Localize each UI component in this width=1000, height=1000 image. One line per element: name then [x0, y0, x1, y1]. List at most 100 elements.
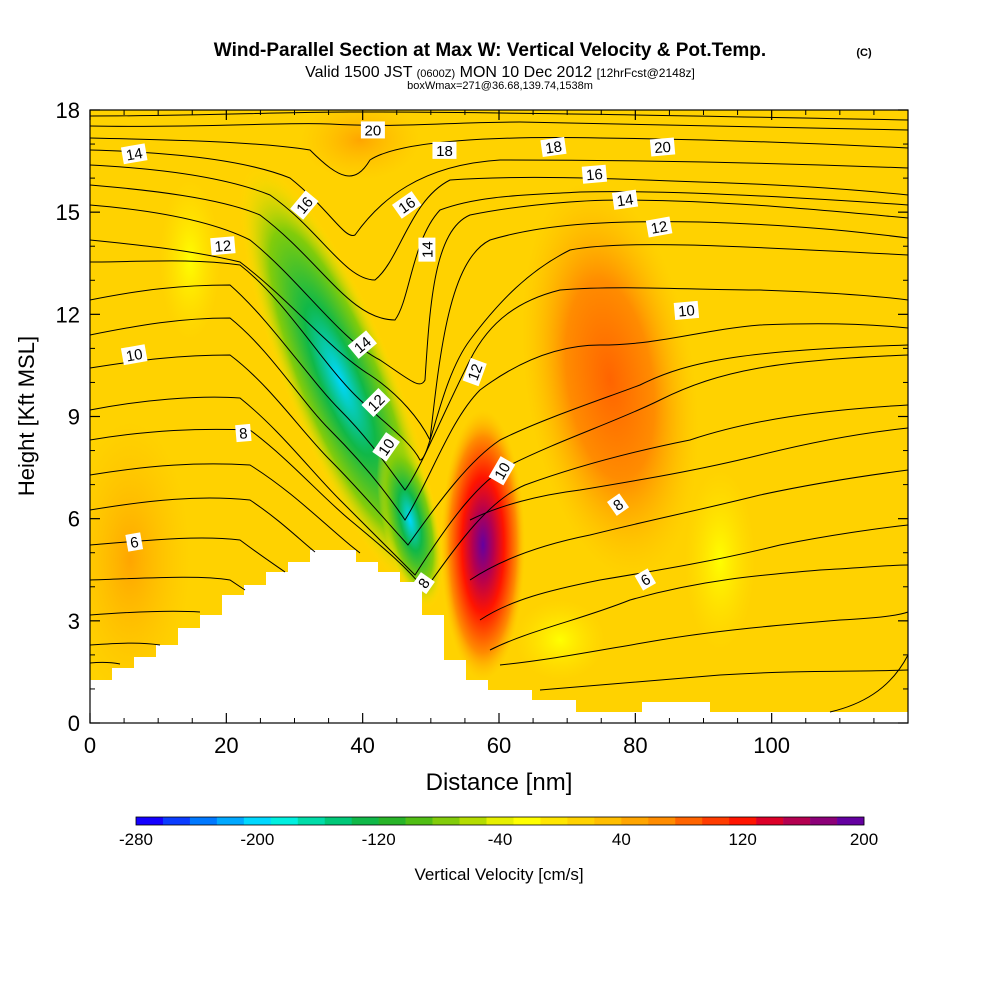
contour-label: 14 [418, 237, 436, 262]
contour-label-box [412, 572, 435, 595]
contour-label: 18 [432, 141, 457, 160]
contour-label-text: 20 [365, 122, 382, 139]
colorbar-frame [135, 816, 865, 826]
contour-label: 20 [360, 121, 385, 139]
colorbar-tick-label: 200 [850, 830, 878, 849]
contour-label: 18 [540, 136, 567, 158]
x-axis: 0 20 40 60 80 100 [84, 110, 875, 758]
contour-label-box [645, 216, 673, 238]
contour-label-text: 14 [125, 145, 144, 165]
contour-label-box [462, 357, 487, 387]
contour-label-text: 8 [239, 425, 249, 443]
contour-label-text: 14 [616, 191, 635, 210]
contour-label: 16 [290, 190, 319, 220]
contour-label: 8 [412, 572, 435, 595]
contour-label: 6 [634, 568, 657, 591]
colorbar-swatch [405, 817, 433, 825]
contour-label: 12 [645, 216, 673, 238]
colorbar-tick-label: -280 [119, 830, 153, 849]
x-axis-label: Distance [nm] [426, 769, 573, 796]
field-weak-yellow-mid [515, 600, 605, 680]
x-tick-label: 40 [350, 733, 374, 758]
contour-label: 10 [372, 432, 400, 462]
colorbar-swatch [810, 817, 838, 825]
contour-label-box [120, 143, 148, 165]
colorbar-swatch [324, 817, 353, 825]
contour-label: 20 [649, 137, 676, 157]
colorbar-swatch [756, 817, 784, 825]
contour-label-box [361, 388, 391, 418]
contour-label: 6 [125, 532, 144, 552]
y-axis-label: Height [Kft MSL] [14, 336, 39, 496]
contour-label-box [125, 532, 144, 552]
field-weak-yellow-right [685, 470, 755, 650]
colorbar-tick-label: 40 [612, 830, 631, 849]
y-tick-label: 9 [68, 405, 80, 430]
x-tick-label: 100 [753, 733, 790, 758]
plot-area [90, 110, 908, 723]
colorbar-swatch [729, 817, 757, 825]
field-updraft-core [441, 410, 525, 680]
colorbar-swatch [459, 817, 487, 825]
chart-title: Wind-Parallel Section at Max W: Vertical… [214, 40, 766, 61]
terrain [90, 550, 908, 723]
contour-label-box [673, 300, 700, 320]
colorbar-label: Vertical Velocity [cm/s] [414, 865, 583, 884]
contour-label-box [488, 456, 516, 486]
y-tick-label: 0 [68, 711, 80, 736]
contour-label: 16 [391, 191, 422, 219]
colorbar-swatch [189, 817, 218, 825]
colorbar-swatch [702, 817, 730, 825]
colorbar-swatch [243, 817, 272, 825]
colorbar-swatch [486, 817, 514, 825]
contour-label: 14 [611, 189, 639, 210]
colorbar-tick-label: -200 [240, 830, 274, 849]
contour-label-text: 18 [544, 138, 563, 157]
contour-label: 12 [361, 388, 391, 418]
contour-label-text: 14 [419, 241, 436, 258]
contour-label-text: 16 [396, 194, 419, 217]
colorbar-tick-label: -40 [488, 830, 513, 849]
contour-label-text: 10 [677, 302, 695, 320]
contour-label-box [372, 432, 400, 462]
colorbar-swatch [270, 817, 299, 825]
contour-label: 12 [462, 357, 487, 387]
colorbar-swatch [567, 817, 595, 825]
subtitle-fcst: [12hrFcst@2148z] [597, 66, 695, 80]
colorbar-tick-label: 120 [728, 830, 756, 849]
y-tick-label: 18 [56, 98, 80, 123]
field-weak-left [90, 420, 190, 700]
x-tick-label: 80 [623, 733, 647, 758]
contour-label-box [540, 136, 567, 158]
contour-label-box [634, 568, 657, 591]
contour-label: 14 [347, 330, 378, 359]
colorbar: -280 -200 -120 -40 40 120 200 [119, 816, 878, 849]
contour-label: 12 [210, 236, 236, 256]
y-tick-label: 12 [56, 302, 80, 327]
contour-label-text: 10 [125, 346, 144, 366]
colorbar-swatch [513, 817, 541, 825]
contour-label: 10 [120, 344, 148, 366]
y-axis: 0 3 6 9 12 15 18 [56, 98, 908, 736]
contour-label-box [235, 423, 252, 443]
colorbar-swatch [378, 817, 406, 825]
contour-label-text: 20 [654, 139, 672, 157]
subtitle-valid: Valid 1500 JST [305, 64, 413, 81]
field-weak-yellow-left [160, 180, 220, 340]
contour-label-text: 16 [585, 166, 603, 184]
contour-label-box [210, 236, 236, 256]
contour-label-text: 12 [650, 218, 669, 238]
colorbar-swatch [432, 817, 460, 825]
colorbar-swatch [297, 817, 326, 825]
contour-label-box [120, 344, 148, 366]
colorbar-swatch [837, 817, 865, 825]
contour-label-text: 12 [214, 238, 232, 256]
contour-label-text: 10 [375, 436, 398, 459]
contour-label-box [290, 190, 319, 220]
x-tick-label: 0 [84, 733, 96, 758]
field-downdraft-core [376, 431, 444, 609]
contour-label: 10 [673, 300, 700, 321]
chart-subtitle: Valid 1500 JST (0600Z) MON 10 Dec 2012 [… [305, 64, 695, 81]
contour-label-box [418, 237, 436, 262]
